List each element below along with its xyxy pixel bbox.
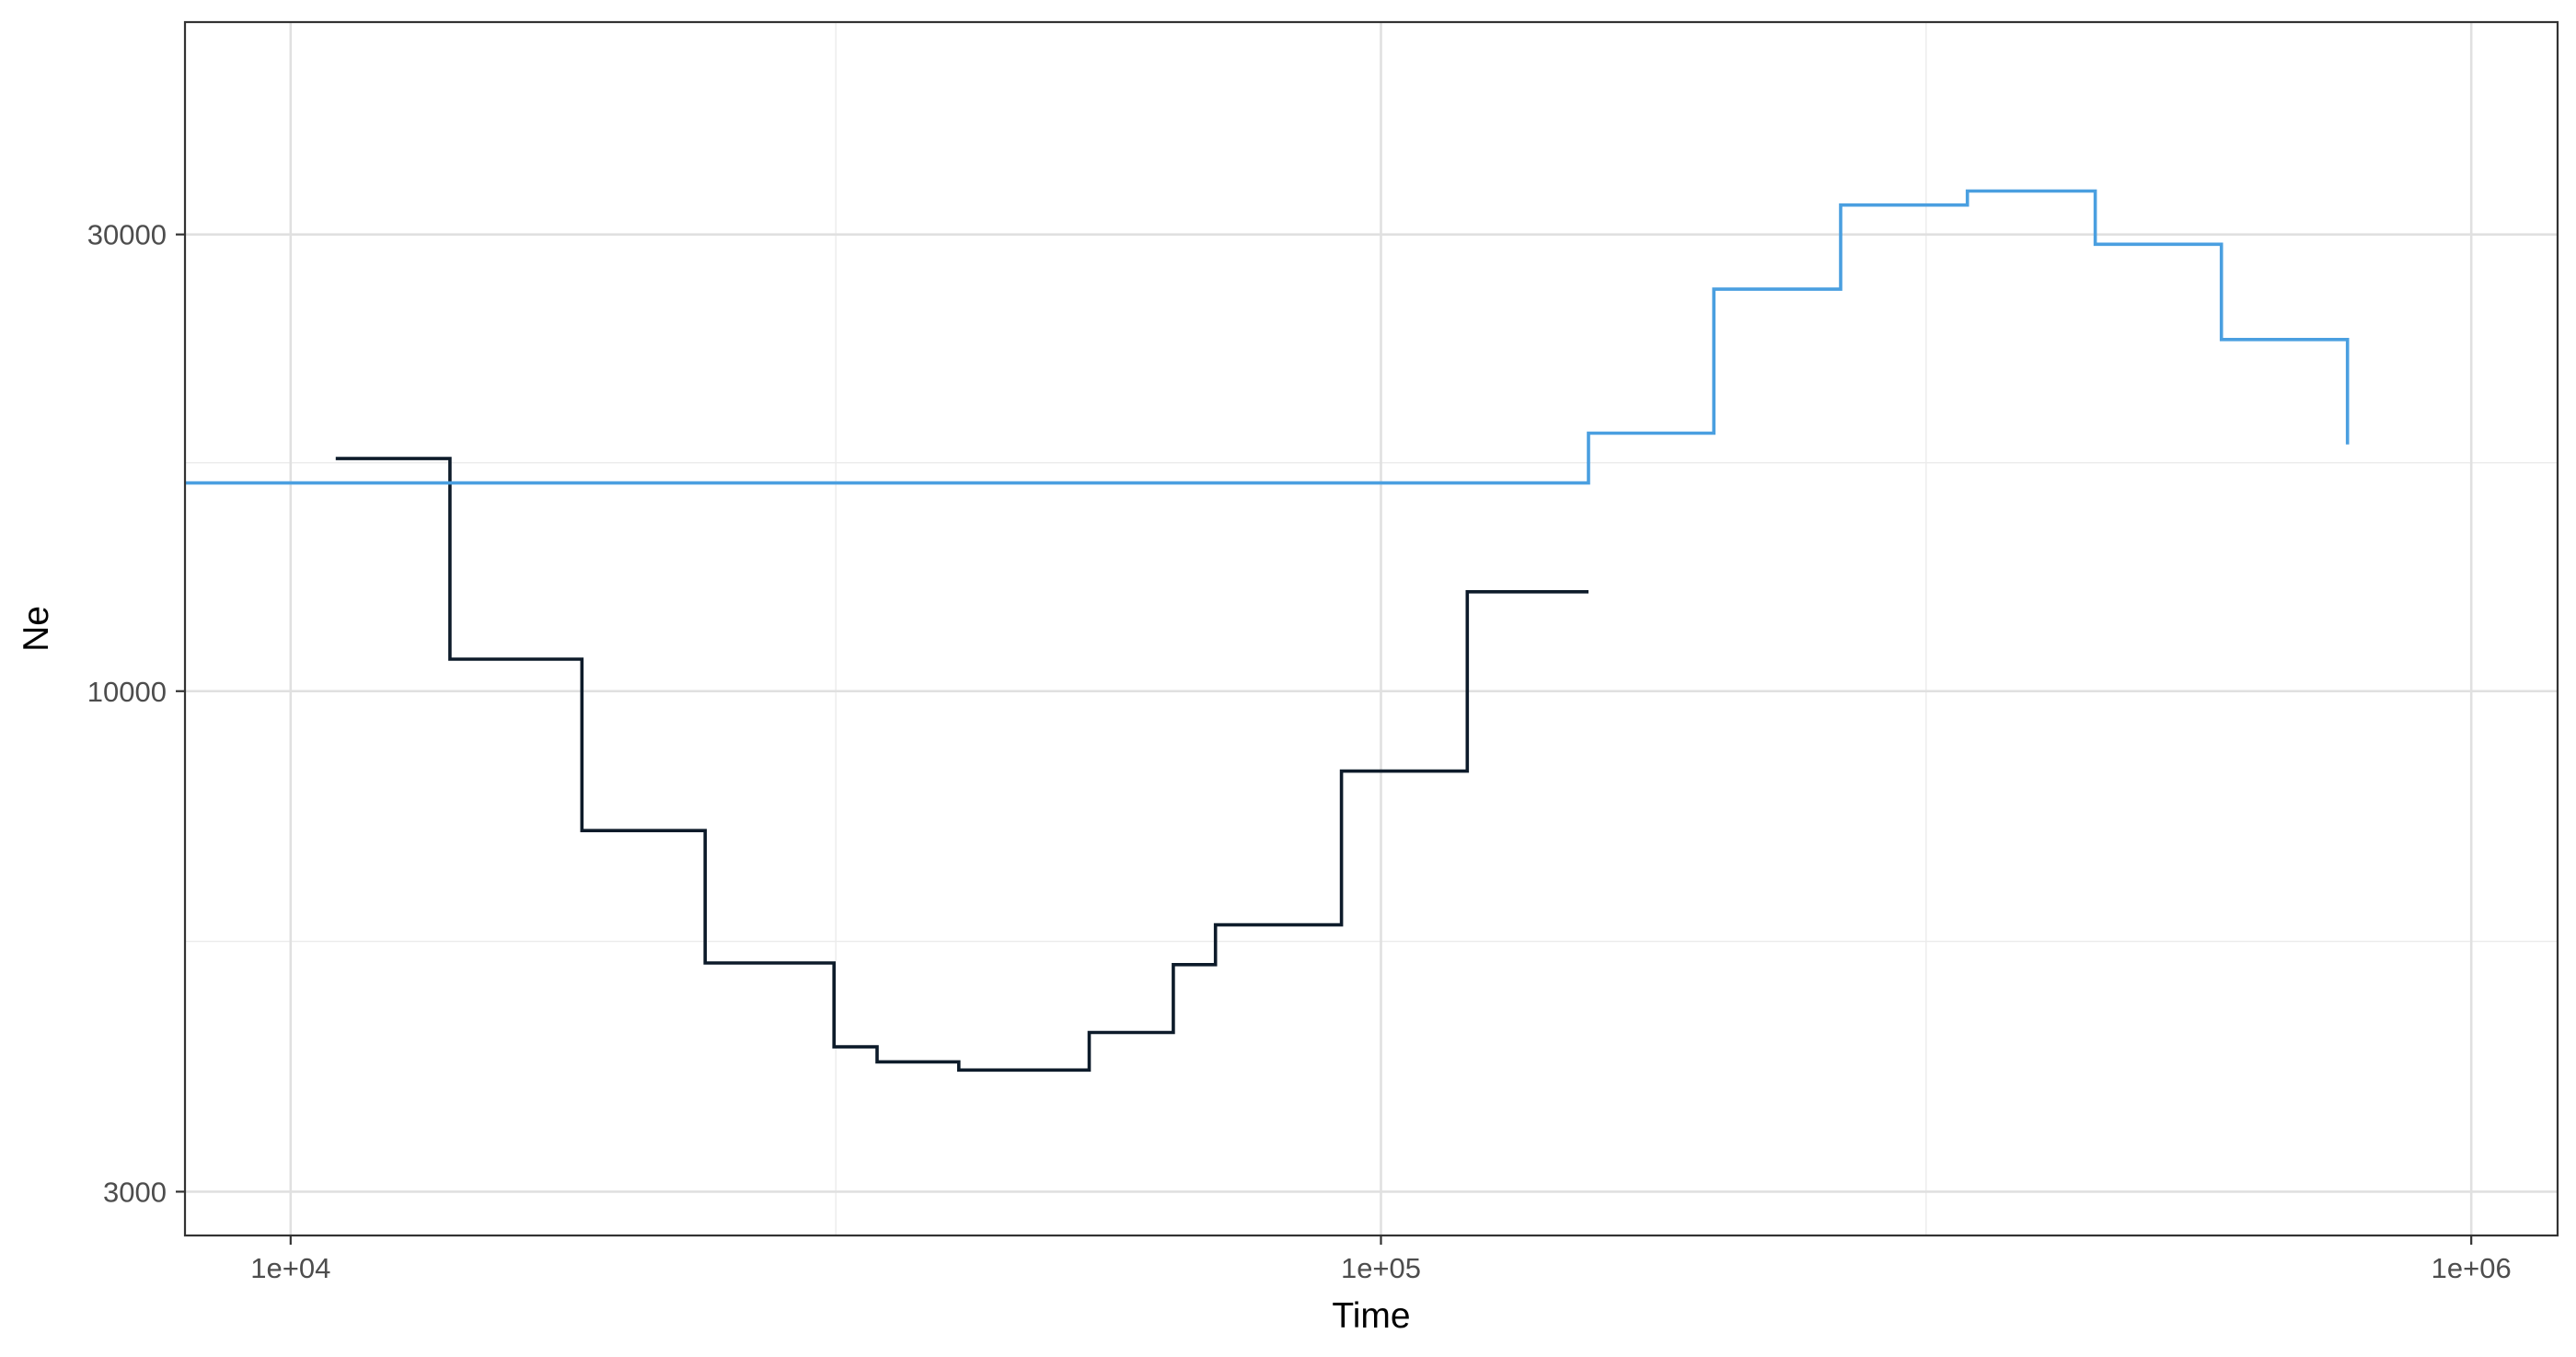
y-tick-label: 10000: [87, 676, 167, 708]
y-tick-label: 3000: [103, 1176, 167, 1208]
series-line-2: [185, 189, 2350, 485]
series-line-1: [335, 457, 1588, 1073]
x-axis-title: Time: [1332, 1296, 1410, 1336]
y-tick-label: 30000: [87, 219, 167, 251]
axes: 1e+04 1e+05 1e+06 3000 10000 30000: [87, 219, 2512, 1284]
y-axis-title: Ne: [17, 606, 56, 652]
x-tick-label: 1e+04: [250, 1252, 330, 1284]
x-tick-label: 1e+05: [1341, 1252, 1421, 1284]
series-layer: [185, 189, 2350, 1073]
grid: [185, 22, 2558, 1235]
plot-border: [183, 20, 2559, 1237]
x-tick-label: 1e+06: [2432, 1252, 2512, 1284]
plot-panel: [185, 22, 2558, 1235]
